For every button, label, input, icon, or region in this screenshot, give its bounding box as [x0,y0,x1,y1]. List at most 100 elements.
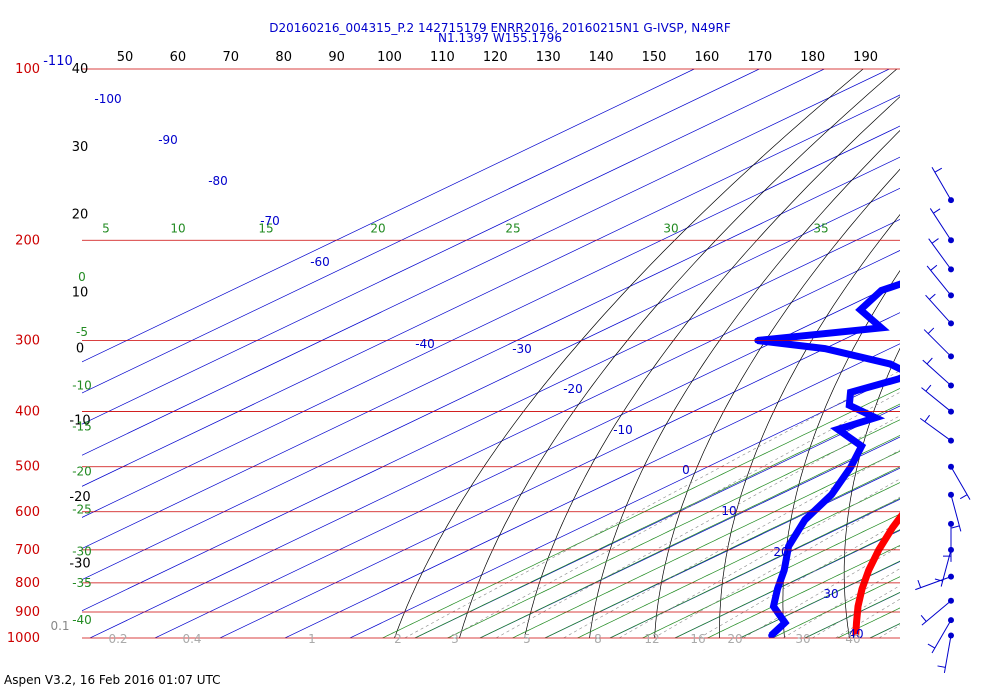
wind-barb-feather [959,494,968,500]
isotherm-line [82,156,900,549]
wind-barb-feather [924,414,930,422]
left-axis-label: 10 [72,285,89,300]
isotherm-line [479,436,900,638]
moist-adiabat-line [414,403,900,638]
moist-adiabat-top-label: 10 [170,221,185,235]
wind-barb-staff [931,166,952,201]
mixing-ratio-line [448,391,900,638]
isotherm-label: -70 [260,214,280,228]
chart-title-line2: N1.1397 W155.1796 [438,31,562,45]
wind-barb-staff [950,466,971,500]
left-axis-label: 0 [76,342,84,357]
wind-barb-feather [951,525,960,529]
dewpoint-point [910,372,916,378]
moist-adiabat-label: -40 [72,613,92,627]
isotherm-line [82,218,900,612]
mixing-ratio-line [495,415,900,638]
isotherm-label: 0 [682,463,690,477]
moist-adiabat-line [707,544,900,638]
mixing-ratio-line [835,598,900,638]
wind-barb-dot [948,197,954,204]
wind-barb-feather [937,665,946,668]
plot-area [82,69,1000,638]
mixing-ratio-label: 0.4 [182,632,201,646]
pressure-label: 200 [15,233,40,248]
moist-adiabat-line [869,623,900,638]
isotherm-line [82,69,760,394]
wind-barb-dot [948,237,954,244]
dewpoint-point [821,345,828,352]
moist-adiabat-line [609,497,900,638]
isotherm-label: 40 [848,627,863,641]
wind-barb-staff [921,600,952,626]
moist-adiabat-line [577,482,900,638]
isotherm-line [935,69,1000,638]
dewpoint-point [887,361,894,368]
wind-barb-staff [923,329,952,357]
dewpoint-point [781,619,788,626]
mixing-ratio-line [812,585,900,638]
theta-top-label: 150 [642,50,667,65]
moist-adiabat-top-label: 15 [258,221,273,235]
mixing-ratio-line [404,370,900,638]
wind-barb-dot [948,353,954,360]
isotherm-line [154,281,900,638]
mixing-ratio-label: 1 [308,632,316,646]
wind-barb-staff [919,417,952,442]
dewpoint-point [857,306,864,313]
isotherm-line [82,69,695,363]
dry-adiabat-line [961,69,1000,638]
isotherm-label: -30 [512,342,532,356]
mixing-ratio-label: 16 [690,632,705,646]
isotherm-label: -40 [415,337,435,351]
mixing-ratio-line [911,240,1000,638]
dry-adiabat-line [782,270,900,638]
dewpoint-point [878,324,885,331]
isotherm-label: 30 [823,587,838,601]
dry-adiabat-line [719,213,900,638]
moist-adiabat-line [739,560,900,638]
theta-top-label: 50 [117,50,134,65]
wind-barb-dot [948,617,954,624]
dewpoint-point [834,426,841,433]
mixing-ratio-label: 0.2 [108,632,127,646]
dewpoint-point [942,266,948,272]
isotherm-line [414,405,900,638]
isotherm-line [609,498,900,638]
dewpoint-point [774,585,781,592]
dewpoint-point [801,516,808,523]
left-axis-label: -10 [69,414,90,429]
wind-barb-dot [948,266,954,273]
pressure-label: 1000 [7,631,40,646]
theta-top-label: 100 [377,50,402,65]
left-axis-label: 20 [72,207,89,222]
moist-adiabat-label: -30 [72,545,92,559]
wind-barb-feather [917,579,922,588]
isotherm-line [89,250,900,638]
wind-barb-dot [948,437,954,444]
moist-adiabat-line [447,419,900,638]
theta-top-label: 160 [694,50,719,65]
isotherm-label: -90 [158,133,178,147]
moist-adiabat-label: -10 [72,379,92,393]
left-axis-label: 40 [72,62,89,77]
isotherm-line [674,529,900,638]
moist-adiabat-line [512,450,900,638]
dry-adiabat-line [843,347,900,638]
moist-adiabat-line [642,513,900,638]
moist-adiabat-top-label: 35 [813,221,828,235]
left-axis-label: -30 [69,557,90,572]
isotherm-line [544,467,900,638]
pressure-label: 400 [15,405,40,420]
left-axis-label-secondary: -110 [43,54,73,69]
theta-top-label: 90 [328,50,345,65]
moist-adiabat-label: -35 [72,576,92,590]
wind-barb-staff [925,294,952,324]
isotherm-line [82,69,825,425]
wind-barb-feather [926,357,933,365]
theta-top-label: 120 [483,50,508,65]
moist-adiabat-label: -25 [72,503,92,517]
dry-adiabat-line [394,69,864,638]
dry-adiabat-line [459,69,898,638]
isotherm-line [869,623,900,638]
